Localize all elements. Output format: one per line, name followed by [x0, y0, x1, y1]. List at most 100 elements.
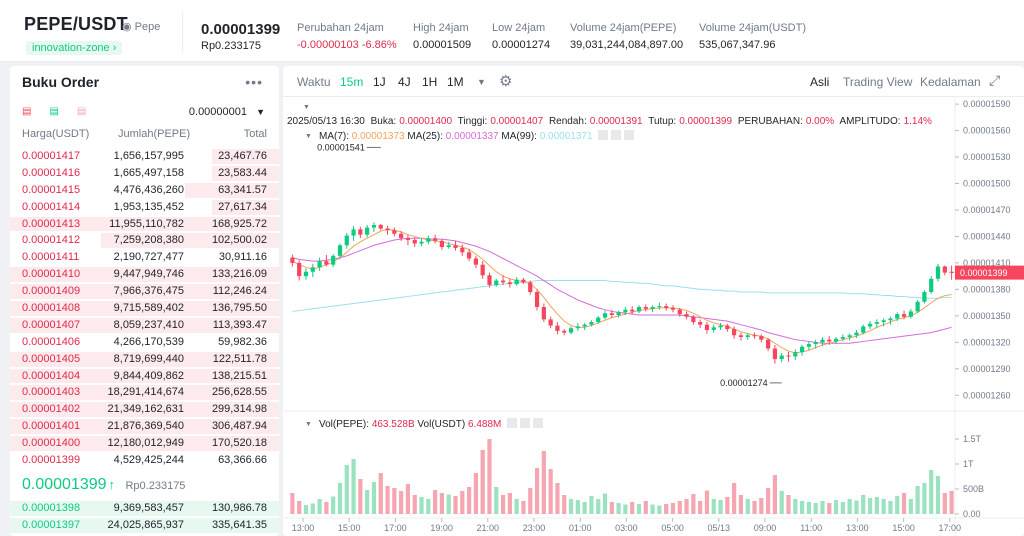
volume-bar — [596, 499, 601, 514]
more-menu-icon[interactable]: ••• — [245, 74, 263, 90]
view-tab[interactable]: Trading View — [843, 75, 913, 89]
price-tick-label: 0.00001320 — [963, 337, 1011, 347]
ask-row[interactable]: 0.00001402 21,349,162,631 299,314.98 — [10, 401, 279, 418]
depth-bar — [101, 233, 279, 249]
row-amount: 11,955,110,782 — [109, 217, 184, 230]
ask-row[interactable]: 0.00001399 4,529,425,244 63,366.66 — [10, 452, 279, 469]
ma-visibility-icon[interactable] — [598, 130, 609, 140]
ask-row[interactable]: 0.00001417 1,656,157,995 23,467.76 — [10, 148, 279, 165]
depth-bar — [10, 402, 279, 418]
volume-bar — [534, 468, 540, 514]
collapse-vol-icon[interactable]: ▼ — [305, 421, 312, 428]
candle-body — [759, 336, 764, 340]
candle-body — [935, 266, 941, 279]
price-tick-label: 0.00001380 — [963, 284, 1011, 294]
volume-bar — [935, 476, 941, 514]
view-tab[interactable]: Asli — [810, 75, 830, 89]
toolbar-divider — [283, 96, 1024, 97]
interval-tab[interactable]: 1J — [373, 75, 386, 89]
ask-row[interactable]: 0.00001405 8,719,699,440 122,511.78 — [10, 351, 279, 368]
collapse-ma-icon[interactable]: ▼ — [305, 133, 312, 140]
pair-name[interactable]: PEPE/USDT — [24, 14, 128, 34]
time-tick-label: 13:00 — [846, 523, 869, 533]
volume-bar — [412, 495, 417, 514]
view-tab[interactable]: Kedalaman — [920, 75, 981, 89]
fullscreen-icon[interactable]: ⤢ — [989, 72, 1001, 88]
vol-usdt-label: Vol(USDT) — [417, 419, 466, 430]
ask-row[interactable]: 0.00001414 1,953,135,452 27,617.34 — [10, 199, 279, 216]
ask-row[interactable]: 0.00001412 7,259,208,380 102,500.02 — [10, 232, 279, 249]
book-bids-icon[interactable]: ▤ — [49, 106, 59, 117]
legend-change: 0.00% — [805, 116, 835, 127]
candle-body — [623, 309, 628, 313]
volume-bar — [922, 483, 927, 514]
candle-body — [772, 348, 778, 360]
candle-body — [664, 306, 669, 308]
volume-bar — [650, 504, 655, 514]
candle-body — [337, 245, 343, 256]
volume-bar — [718, 500, 723, 514]
volume-bar — [908, 499, 913, 514]
ask-row[interactable]: 0.00001409 7,966,376,475 112,246.24 — [10, 283, 279, 300]
candlestick-chart[interactable]: 0.00001590 0.00001560 0.00001530 0.00001500… — [283, 66, 1024, 536]
volume-bar — [541, 451, 546, 514]
row-amount: 7,966,376,475 — [113, 285, 184, 298]
ask-row[interactable]: 0.00001401 21,876,369,540 306,487.94 — [10, 418, 279, 435]
ask-row[interactable]: 0.00001408 9,715,589,402 136,795.50 — [10, 300, 279, 317]
row-price: 0.00001405 — [22, 352, 81, 365]
ask-row[interactable]: 0.00001416 1,665,497,158 23,583.44 — [10, 165, 279, 182]
precision-select[interactable]: 0.00000001 ▼ — [188, 106, 265, 118]
book-asks-icon[interactable]: ▤ — [76, 106, 87, 117]
interval-tab[interactable]: 1M — [447, 75, 464, 89]
mid-price: 0.00001399 ↑ Rp0.233175 — [22, 476, 185, 494]
ask-row[interactable]: 0.00001404 9,844,409,862 138,215.51 — [10, 368, 279, 385]
ask-row[interactable]: 0.00001413 11,955,110,782 168,925.72 — [10, 216, 279, 233]
candle-body — [351, 229, 356, 236]
time-tick-label: 11:00 — [800, 523, 822, 533]
bid-row[interactable]: 0.00001398 9,369,583,457 130,986.78 — [10, 500, 279, 517]
stat-label: Low 24jam — [492, 22, 546, 34]
vol-visibility-icon[interactable] — [507, 418, 518, 428]
book-both-icon[interactable]: ▤ — [22, 106, 32, 117]
volume-bar — [745, 499, 750, 514]
price-tick-label: 0.00001350 — [963, 311, 1011, 321]
vol-settings-icon[interactable] — [520, 418, 531, 428]
candle-body — [718, 325, 723, 328]
row-total: 102,500.02 — [211, 234, 267, 247]
volume-bar — [901, 493, 907, 514]
row-total: 63,366.66 — [218, 454, 267, 467]
ma-settings-icon[interactable] — [611, 130, 622, 140]
caret-down-icon[interactable]: ▼ — [477, 77, 486, 87]
candle-body — [833, 338, 839, 342]
stat-label: Volume 24jam(PEPE) — [570, 22, 677, 34]
interval-tab[interactable]: 1H — [422, 75, 438, 89]
ma-close-icon[interactable] — [624, 130, 635, 140]
candle-body — [303, 271, 309, 277]
ask-row[interactable]: 0.00001400 12,180,012,949 170,520.18 — [10, 435, 279, 452]
collapse-legend-icon[interactable]: ▼ — [303, 104, 310, 111]
bid-row[interactable]: 0.00001397 24,025,865,937 335,641.35 — [10, 517, 279, 534]
stat-value: 0.00001509 — [413, 39, 472, 51]
legend-open: 0.00001400 — [399, 116, 453, 127]
candle-body — [466, 252, 472, 259]
ask-row[interactable]: 0.00001407 8,059,237,410 113,393.47 — [10, 317, 279, 334]
zone-tag[interactable]: innovation-zone › — [26, 41, 123, 55]
interval-tab[interactable]: 4J — [398, 75, 411, 89]
volume-bar — [630, 502, 635, 514]
ask-row[interactable]: 0.00001415 4,476,436,260 63,341.57 — [10, 182, 279, 199]
volume-bar — [833, 500, 839, 514]
ask-row[interactable]: 0.00001403 18,291,414,674 256,628.55 — [10, 384, 279, 401]
candle-body — [650, 307, 655, 309]
volume-bar — [779, 491, 784, 514]
interval-tab[interactable]: 15m — [340, 75, 364, 89]
ask-row[interactable]: 0.00001411 2,190,727,477 30,911.16 — [10, 249, 279, 266]
ask-row[interactable]: 0.00001406 4,266,170,539 59,982.36 — [10, 334, 279, 351]
last-price: 0.00001399 — [201, 21, 281, 38]
vol-close-icon[interactable] — [533, 418, 544, 428]
ask-row[interactable]: 0.00001410 9,447,949,746 133,216.09 — [10, 266, 279, 283]
settings-gear-icon[interactable]: ⚙ — [499, 73, 513, 90]
time-tick-label: 15:00 — [338, 523, 361, 533]
candle-body — [555, 325, 560, 331]
ma7-label: MA(7): — [319, 131, 349, 142]
stat-item: Volume 24jam(USDT) 535,067,347.96 — [699, 22, 806, 51]
